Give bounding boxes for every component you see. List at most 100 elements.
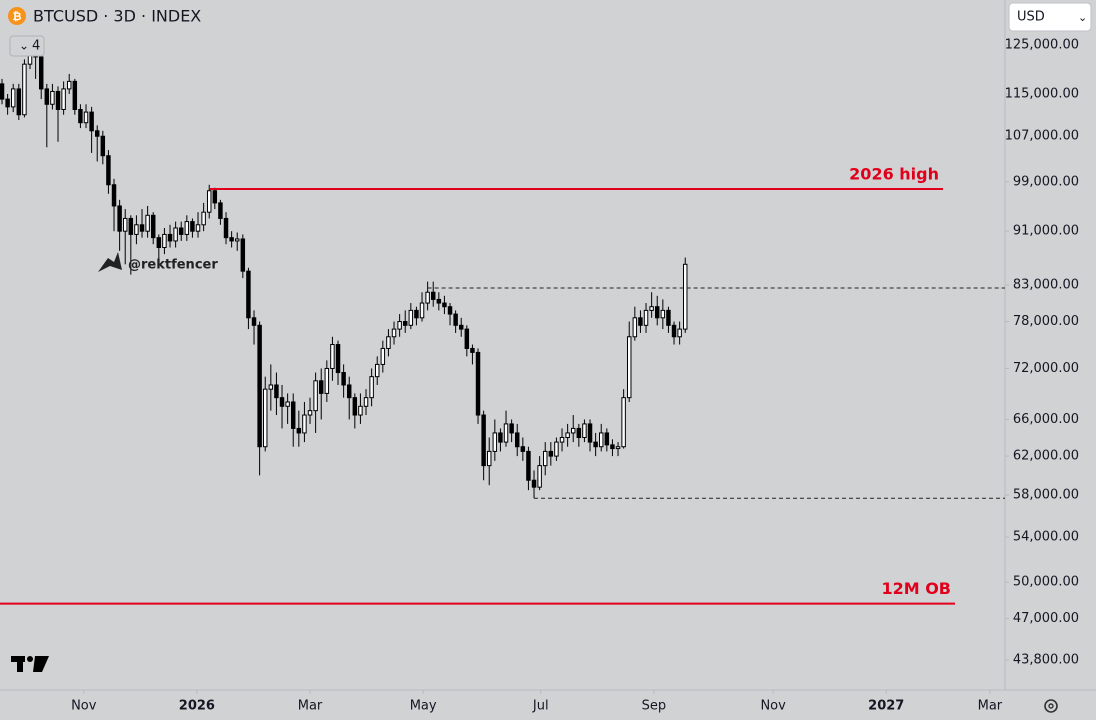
candle-body	[436, 298, 442, 304]
candle-body	[38, 56, 44, 90]
candle-body	[486, 450, 492, 467]
candle-body	[570, 427, 576, 434]
btc-icon	[8, 7, 26, 25]
btc-icon-glyph: ₿	[13, 10, 22, 23]
tv-logo-part	[17, 656, 23, 672]
candle-body	[509, 423, 514, 434]
symbol-title: BTCUSD · 3D · INDEX	[33, 7, 201, 26]
candle-body	[66, 80, 72, 90]
candle-body	[318, 380, 324, 394]
candle-body	[307, 410, 313, 416]
candle-body	[16, 88, 22, 116]
candle-body	[481, 414, 486, 467]
tv-logo-part	[27, 656, 33, 662]
candle-body	[122, 217, 128, 232]
candle-body	[632, 317, 638, 338]
candle-body	[72, 80, 78, 110]
candle-body	[447, 306, 453, 315]
candle-body	[285, 401, 290, 407]
candle-body	[134, 224, 139, 235]
candle-body	[150, 214, 156, 239]
candle-body	[374, 363, 380, 378]
currency-select[interactable]	[1008, 2, 1092, 32]
candle-body	[268, 384, 274, 390]
y-tick-label: 115,000.00	[1005, 86, 1079, 101]
chevron: ⌄	[19, 39, 29, 53]
candle-body	[682, 263, 688, 330]
candle-body	[223, 217, 229, 239]
candle-body	[195, 224, 201, 232]
candle-body	[274, 384, 279, 399]
candle-body	[604, 432, 610, 446]
candle-body	[117, 205, 122, 232]
y-tick-label: 43,800.00	[1013, 652, 1079, 667]
x-tick-label: Mar	[978, 699, 1003, 714]
y-tick-label: 99,000.00	[1013, 174, 1079, 189]
x-tick-label: Jul	[532, 699, 549, 714]
candle-body	[61, 88, 66, 110]
candle-body	[206, 190, 212, 213]
candle-body	[442, 302, 447, 308]
candle-body	[83, 111, 89, 124]
indicator-toggle[interactable]	[9, 35, 45, 57]
candle-body	[5, 98, 10, 108]
candle-body	[145, 214, 150, 232]
watermark: @rektfencer	[128, 258, 218, 273]
candle-body	[554, 441, 559, 457]
candle-body	[520, 446, 526, 452]
candle-body	[503, 423, 509, 443]
watermark-logo	[98, 252, 122, 272]
candle-body	[470, 347, 475, 353]
candle-body	[89, 111, 94, 132]
currency-label: USD	[1017, 10, 1045, 25]
candle-body	[548, 450, 554, 457]
candle-body	[44, 88, 50, 105]
candle-body	[139, 224, 145, 232]
candle-body	[128, 217, 134, 235]
candle-body	[526, 450, 531, 481]
candle-body	[324, 367, 330, 394]
candle-body	[302, 414, 307, 434]
candle-body	[582, 423, 587, 438]
y-tick-label: 58,000.00	[1013, 488, 1079, 503]
candle-body	[492, 432, 498, 452]
y-tick-label: 72,000.00	[1013, 361, 1079, 376]
y-tick-label: 54,000.00	[1013, 530, 1079, 545]
candle-body	[621, 397, 626, 448]
settings-icon-center	[1048, 703, 1054, 709]
candle-body	[212, 190, 218, 204]
candle-body	[514, 432, 520, 448]
candle-body	[257, 324, 262, 448]
y-tick-label: 66,000.00	[1013, 412, 1079, 427]
candle-body	[425, 291, 430, 304]
candle-body	[346, 384, 352, 399]
candle-body	[498, 432, 503, 443]
candle-body	[654, 306, 660, 319]
x-tick-label: Nov	[71, 699, 97, 714]
candle-body	[229, 237, 234, 242]
candle-body	[55, 90, 61, 110]
candle-body	[475, 351, 481, 416]
candle-body	[279, 397, 285, 407]
candle-body	[391, 328, 397, 338]
candle-body	[587, 423, 593, 443]
candle-body	[542, 450, 548, 467]
candle-body	[358, 405, 363, 416]
candle-body	[218, 202, 223, 219]
candle-body	[335, 344, 341, 374]
candle-body	[610, 444, 615, 450]
candle-body	[531, 479, 537, 488]
candle-body	[290, 401, 296, 429]
x-tick-label: May	[410, 699, 437, 714]
candle-body	[638, 317, 643, 326]
y-tick-label: 50,000.00	[1013, 575, 1079, 590]
candle-body	[156, 237, 162, 249]
x-tick-label: 2026	[179, 699, 215, 714]
settings-icon[interactable]	[1044, 699, 1058, 713]
candle-body	[414, 309, 419, 319]
candle-body	[94, 130, 100, 137]
